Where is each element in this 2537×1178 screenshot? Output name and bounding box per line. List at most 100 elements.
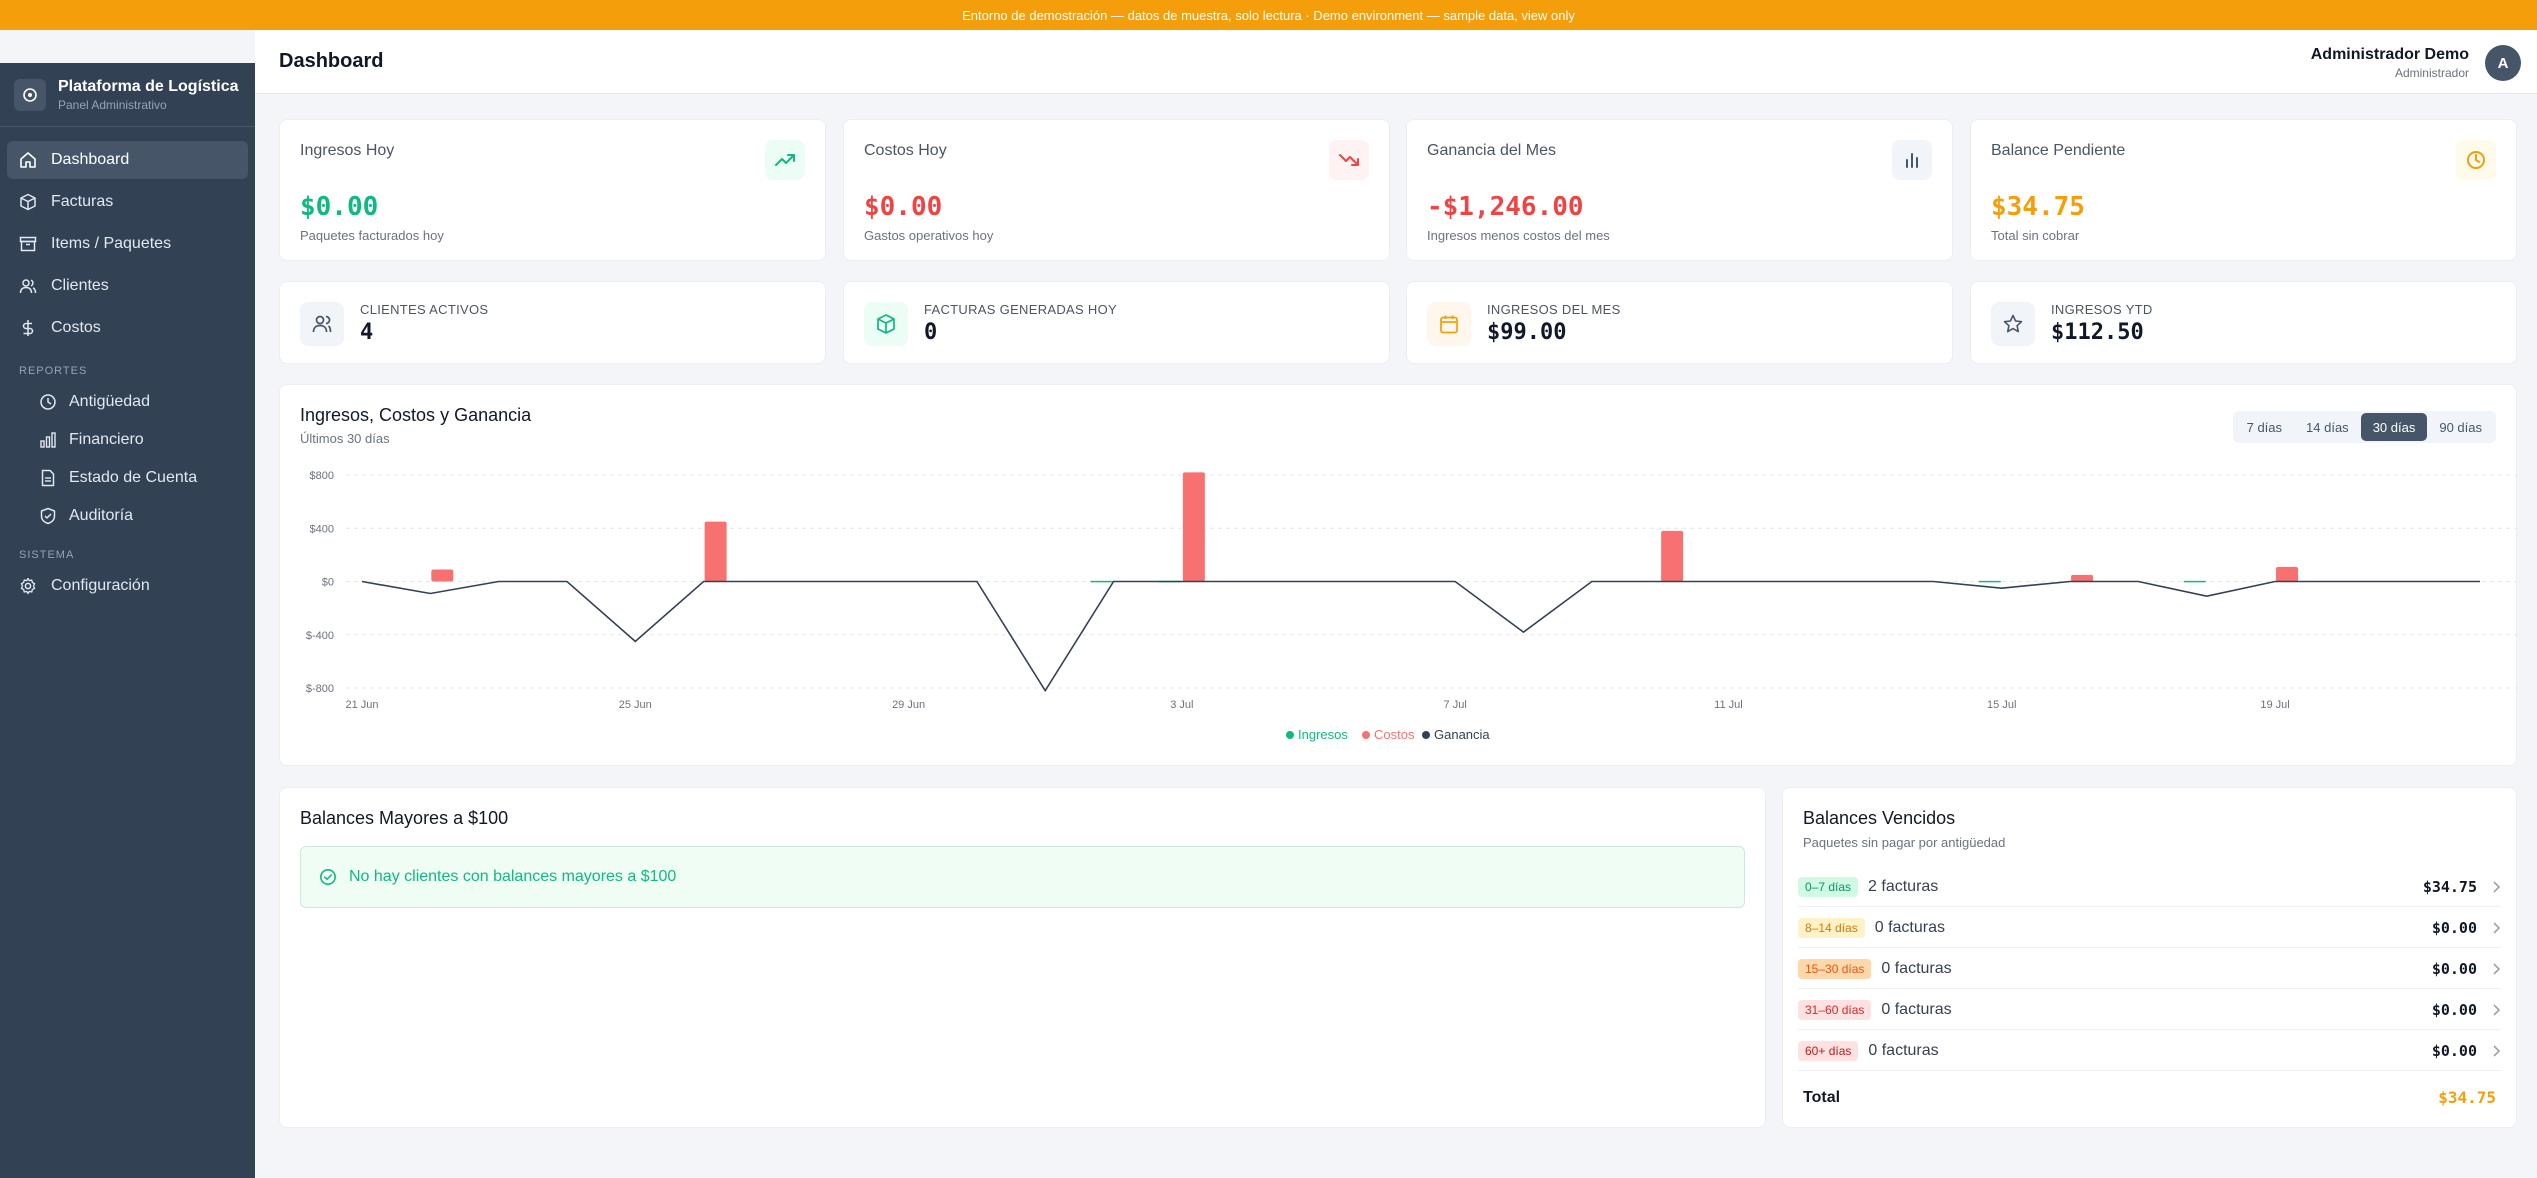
aging-amount: $0.00 <box>2431 918 2477 937</box>
stat-label: INGRESOS DEL MES <box>1487 302 1621 317</box>
user-menu[interactable]: Administrador Demo Administrador <box>2311 46 2469 80</box>
brand-title: Plataforma de Logística <box>58 77 239 95</box>
total-value: $34.75 <box>2438 1088 2496 1107</box>
page-title: Dashboard <box>279 50 384 72</box>
archive-icon <box>19 236 37 252</box>
aging-count: 0 facturas <box>1868 1041 1939 1059</box>
aging-row[interactable]: 60+ días 0 facturas $0.00 <box>1798 1031 2501 1071</box>
aging-row[interactable]: 0–7 días 2 facturas $34.75 <box>1798 867 2501 907</box>
sidebar-item-label: Items / Paquetes <box>51 235 172 252</box>
section-label-sistema: SISTEMA <box>19 549 75 561</box>
range-selector: 7 días 14 días 30 días 90 días <box>2232 411 2496 443</box>
aging-count: 2 facturas <box>1868 877 1939 895</box>
logo-icon <box>14 78 46 111</box>
check-circle-icon <box>320 869 336 885</box>
package-icon <box>864 302 908 346</box>
sidebar-item-label: Financiero <box>69 431 144 448</box>
sidebar-item-label: Estado de Cuenta <box>69 469 198 486</box>
kpi-value: $0.00 <box>864 192 943 222</box>
sidebar-item-auditoria[interactable]: Auditoría <box>7 497 248 535</box>
stat-value: 0 <box>924 320 938 345</box>
sidebar-item-items-paquetes[interactable]: Items / Paquetes <box>7 225 248 263</box>
sidebar-item-label: Auditoría <box>69 507 134 524</box>
range-30-dias[interactable]: 30 días <box>2360 413 2428 441</box>
legend-item: Costos <box>1374 727 1415 742</box>
section-title: Balances Mayores a $100 <box>300 808 509 828</box>
aging-badge: 8–14 días <box>1798 917 1865 938</box>
kpi-subtitle: Gastos operativos hoy <box>864 228 994 243</box>
home-icon <box>20 152 36 168</box>
sidebar-item-configuracion[interactable]: Configuración <box>7 567 248 605</box>
clock-icon <box>40 394 56 410</box>
x-tick-label: 15 Jul <box>1987 699 2016 711</box>
avatar[interactable]: A <box>2485 45 2521 81</box>
stat-card-clientes-activos: CLIENTES ACTIVOS 4 <box>279 281 826 364</box>
aging-badge: 15–30 días <box>1798 958 1872 979</box>
aging-row[interactable]: 15–30 días 0 facturas $0.00 <box>1798 949 2501 989</box>
bar-costos <box>431 569 454 582</box>
aging-row[interactable]: 8–14 días 0 facturas $0.00 <box>1798 908 2501 948</box>
legend-item: Ingresos <box>1298 727 1348 742</box>
stat-card-ingresos-del-mes: INGRESOS DEL MES $99.00 <box>1406 281 1953 364</box>
sidebar-item-dashboard[interactable]: Dashboard <box>7 141 248 179</box>
kpi-label: Ingresos Hoy <box>300 142 395 159</box>
topbar: Dashboard Administrador Demo Administrad… <box>255 30 2537 94</box>
legend-dot <box>1422 731 1430 739</box>
range-7-dias[interactable]: 7 días <box>2246 419 2283 435</box>
chevron-right-icon <box>2493 962 2501 975</box>
aging-badge: 31–60 días <box>1798 999 1872 1020</box>
brand: Plataforma de Logística Panel Administra… <box>0 63 255 127</box>
range-14-dias[interactable]: 14 días <box>2306 419 2349 435</box>
chart-card: Ingresos, Costos y Ganancia Últimos 30 d… <box>279 384 2517 766</box>
bar-costos <box>1661 530 1684 582</box>
kpi-card-ingresos-hoy: Ingresos Hoy $0.00 Paquetes facturados h… <box>279 119 826 261</box>
kpi-label: Balance Pendiente <box>1991 142 2126 159</box>
y-tick-label: $-800 <box>306 683 334 695</box>
kpi-value: -$1,246.00 <box>1427 192 1584 222</box>
chart-plot: $800 $400 $0 $-400 $-800 21 Jun 25 Jun 29 Jun 3 … <box>306 470 2516 742</box>
legend-dot <box>1362 731 1370 739</box>
bar-chart-icon <box>1892 140 1932 180</box>
sidebar-item-label: Configuración <box>51 577 150 594</box>
shield-icon <box>40 507 56 525</box>
stat-value: $112.50 <box>2051 320 2144 345</box>
sidebar-item-facturas[interactable]: Facturas <box>7 183 248 221</box>
y-tick-label: $400 <box>310 523 334 535</box>
aging-amount: $34.75 <box>2422 877 2477 896</box>
sidebar-item-label: Dashboard <box>51 151 130 168</box>
x-tick-label: 21 Jun <box>345 699 378 711</box>
total-row: Total $34.75 <box>1803 1088 2496 1107</box>
chevron-right-icon <box>2493 1044 2501 1057</box>
gear-icon <box>20 577 36 595</box>
bar-ingresos <box>1978 580 2001 583</box>
sidebar-item-clientes[interactable]: Clientes <box>7 267 248 305</box>
sidebar-item-financiero[interactable]: Financiero <box>7 421 248 459</box>
stat-value: 4 <box>360 320 374 345</box>
empty-message: No hay clientes con balances mayores a $… <box>349 868 677 885</box>
y-tick-label: $-400 <box>306 630 334 642</box>
sidebar-item-label: Antigüedad <box>69 393 150 410</box>
sidebar-item-antiguedad[interactable]: Antigüedad <box>7 383 248 421</box>
chart-title: Ingresos, Costos y Ganancia <box>300 405 532 425</box>
sidebar-item-costos[interactable]: Costos <box>7 309 248 347</box>
sidebar-item-estado-de-cuenta[interactable]: Estado de Cuenta <box>7 459 248 497</box>
section-title: Balances Vencidos <box>1803 808 1956 828</box>
user-role: Administrador <box>2394 66 2469 80</box>
kpi-card-costos-hoy: Costos Hoy $0.00 Gastos operativos hoy <box>843 119 1390 261</box>
stat-card-facturas-generadas-hoy: FACTURAS GENERADAS HOY 0 <box>843 281 1390 364</box>
sidebar-item-label: Facturas <box>51 193 114 210</box>
x-tick-label: 7 Jul <box>1444 699 1467 711</box>
section-label-reportes: REPORTES <box>19 365 88 377</box>
aging-amount: $0.00 <box>2431 1000 2477 1019</box>
kpi-label: Ganancia del Mes <box>1427 142 1556 159</box>
section-subtitle: Paquetes sin pagar por antigüedad <box>1803 835 2006 850</box>
y-tick-label: $800 <box>310 470 334 482</box>
balances-vencidos-card: Balances Vencidos Paquetes sin pagar por… <box>1782 787 2517 1128</box>
range-90-dias[interactable]: 90 días <box>2439 419 2482 435</box>
star-icon <box>1991 302 2035 346</box>
package-icon <box>20 193 36 211</box>
x-tick-label: 25 Jun <box>619 699 652 711</box>
bar-costos <box>1182 472 1205 582</box>
calendar-icon <box>1427 302 1471 346</box>
aging-row[interactable]: 31–60 días 0 facturas $0.00 <box>1798 990 2501 1030</box>
